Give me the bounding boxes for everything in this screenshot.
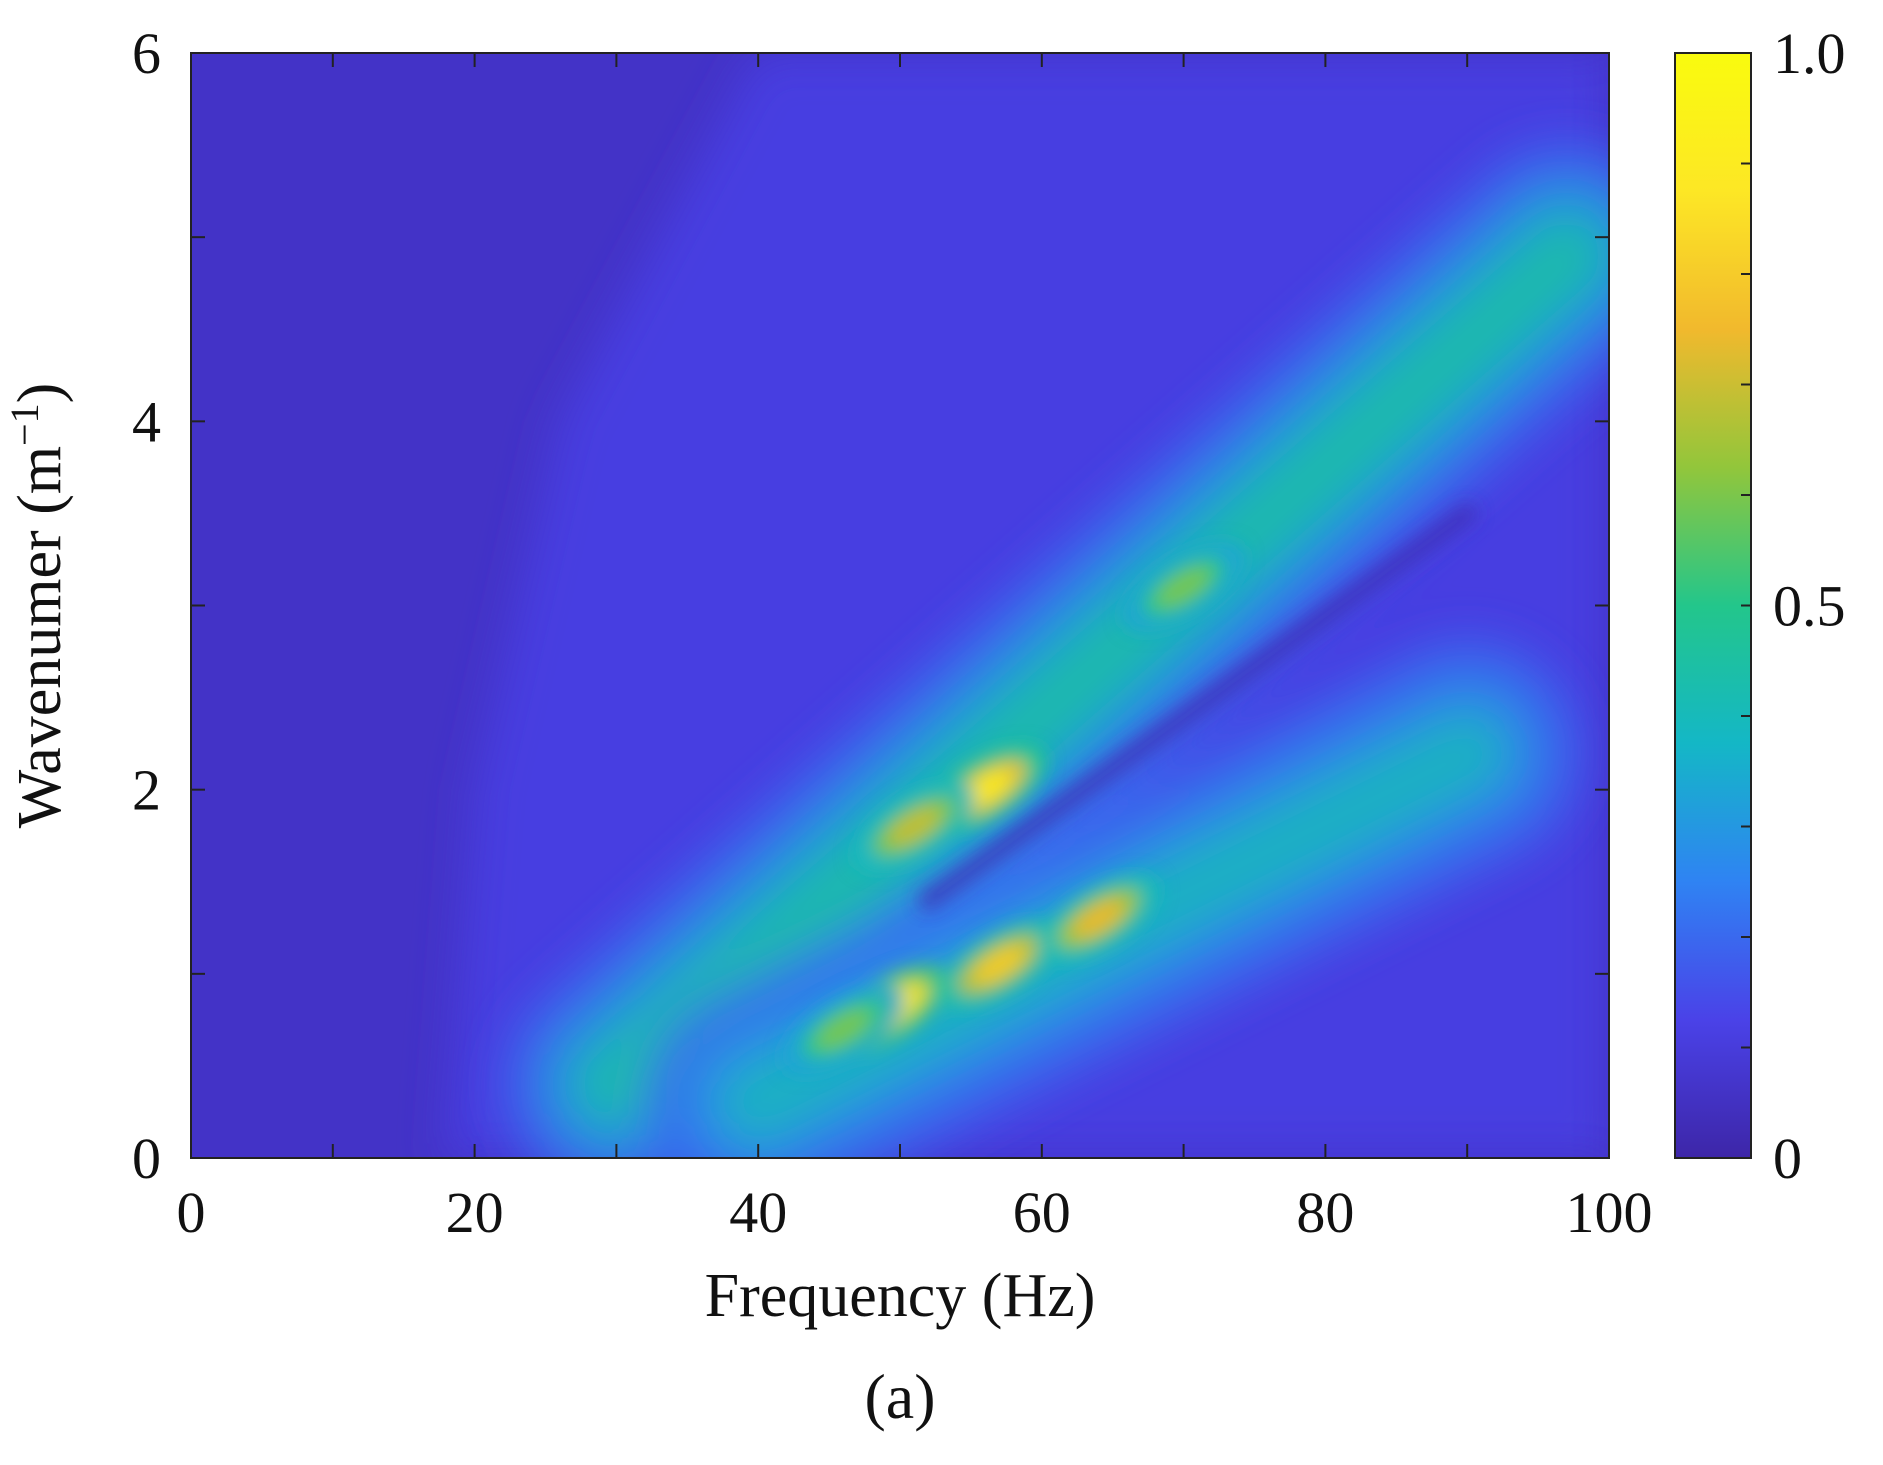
y-tick-label: 2 [132, 758, 161, 823]
y-axis-title-close: ) [6, 383, 74, 404]
colorbar: 0 0.5 1.0 [1674, 21, 1846, 1191]
ridge-0-layer-2 [576, 215, 1607, 1125]
hotspot-6-ring-2 [816, 1009, 870, 1049]
axes: 0 20 40 60 80 100 0 2 4 6 [132, 21, 1653, 1245]
colorbar-tick-label: 0.5 [1773, 574, 1846, 639]
y-tick-label: 6 [132, 21, 161, 86]
x-tick-label: 20 [446, 1180, 504, 1245]
heatmap-field [191, 53, 1609, 1158]
y-axis-title-superscript: −1 [2, 403, 47, 446]
panel-label: (a) [864, 1361, 935, 1432]
colorbar-gradient [1674, 52, 1752, 1159]
heatmap-trough [918, 503, 1478, 911]
colorbar-tick-label: 1.0 [1773, 21, 1846, 86]
y-tick-label: 4 [132, 389, 161, 454]
y-axis-title-base: Wavenumer (m [6, 446, 74, 828]
x-tick-label: 60 [1013, 1180, 1071, 1245]
x-tick-label: 100 [1566, 1180, 1653, 1245]
heatmap-plot-area [191, 53, 1609, 1158]
hotspot-2-ring-2 [972, 945, 1026, 984]
x-axis-title: Frequency (Hz) [705, 1262, 1096, 1330]
hotspot-4-ring-2 [887, 807, 941, 846]
x-tick-label: 40 [729, 1180, 787, 1245]
hotspot-5-ring-2 [1157, 567, 1210, 607]
colorbar-tick-label: 0 [1773, 1126, 1802, 1191]
x-tick-label: 0 [177, 1180, 206, 1245]
heatmap-hotspots [781, 542, 1246, 1075]
y-tick-label: 0 [132, 1126, 161, 1191]
y-axis-title: Wavenumer (m−1) [2, 383, 74, 829]
hotspot-3-ring-2 [1072, 899, 1125, 938]
x-tick-label: 80 [1296, 1180, 1354, 1245]
